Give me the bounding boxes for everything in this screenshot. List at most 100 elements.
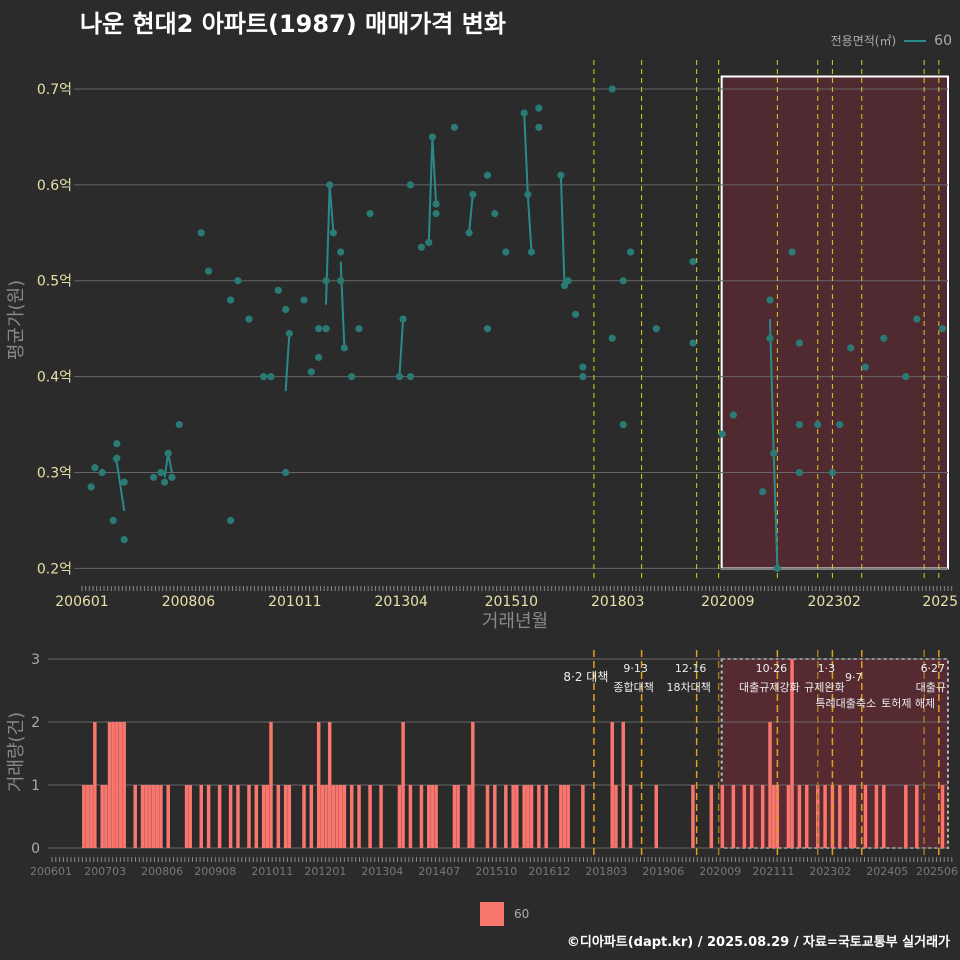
price-point — [608, 334, 616, 342]
price-point — [465, 229, 473, 237]
footer-credit: ©디아파트(dapt.kr) / 2025.08.29 / 자료=국토교통부 실… — [566, 935, 950, 950]
volume-bar — [471, 722, 475, 848]
volume-bar — [904, 785, 908, 848]
x-tick-label: 200601 — [55, 594, 108, 610]
y-tick-label: 0.5억 — [37, 274, 72, 290]
volume-bar — [206, 785, 211, 848]
x-tick-label-volume: 201011 — [251, 865, 293, 878]
price-point — [227, 296, 235, 304]
event-date-label: 1·3 — [818, 662, 836, 675]
price-point — [315, 353, 323, 362]
event-date-label: 6·27 — [921, 662, 946, 675]
y-tick-label: 0.7억 — [37, 82, 72, 98]
y-tick-label-volume: 1 — [31, 778, 40, 794]
price-point — [502, 248, 510, 256]
volume-bar — [287, 785, 292, 848]
price-line-segment — [523, 112, 533, 253]
legend-top: 전용면적(㎡) 60 — [831, 32, 952, 49]
volume-bar — [849, 785, 853, 848]
x-tick-label-volume: 200601 — [30, 865, 72, 878]
volume-bar — [731, 785, 736, 848]
x-tick-label-volume: 201612 — [528, 865, 570, 878]
volume-bar — [522, 785, 526, 848]
highlight-period-volume — [720, 658, 950, 849]
y-tick-label: 0.4억 — [37, 370, 72, 386]
volume-bar — [118, 722, 123, 848]
volume-bar — [188, 785, 192, 848]
x-tick-label: 202009 — [701, 594, 754, 610]
volume-bar — [852, 785, 857, 848]
price-point — [307, 368, 315, 376]
price-point — [406, 181, 415, 189]
price-line-segment — [559, 175, 569, 289]
price-point — [770, 449, 778, 457]
event-date-label: 12·16 — [675, 662, 707, 675]
volume-bar — [709, 785, 714, 848]
x-tick-label: 201011 — [268, 594, 321, 610]
x-tick-label-volume: 201510 — [475, 865, 517, 878]
price-point — [260, 373, 268, 381]
price-point — [828, 468, 837, 477]
price-point — [274, 286, 282, 294]
x-tick-label: 201304 — [375, 594, 429, 610]
price-point — [766, 334, 774, 342]
price-point — [157, 468, 165, 477]
volume-bar — [628, 785, 633, 848]
y-tick-label: 0.2억 — [37, 561, 72, 577]
price-point — [282, 468, 290, 477]
price-point — [718, 430, 726, 438]
volume-bar — [691, 785, 695, 848]
volume-bar — [254, 785, 259, 848]
volume-bar — [327, 722, 332, 848]
volume-bar — [159, 785, 163, 848]
x-tick-label-volume: 201304 — [361, 865, 403, 878]
price-point — [788, 248, 796, 256]
volume-bar — [408, 785, 413, 848]
price-point — [795, 420, 803, 429]
price-line-segment — [284, 333, 291, 392]
x-tick-label-volume: 200908 — [194, 865, 236, 878]
price-point — [729, 411, 737, 419]
price-point — [329, 229, 337, 237]
volume-bar — [874, 785, 879, 848]
x-tick-label-volume: 202405 — [866, 865, 908, 878]
volume-bar — [184, 785, 189, 848]
price-point — [564, 277, 572, 285]
price-point — [432, 210, 440, 218]
price-point — [520, 109, 528, 117]
volume-bar — [100, 785, 104, 848]
price-point — [322, 277, 330, 285]
volume-bar — [742, 785, 747, 848]
price-point — [234, 277, 242, 285]
price-point — [348, 373, 356, 381]
price-point — [902, 373, 910, 381]
volume-bar — [316, 722, 321, 848]
volume-bar — [265, 785, 270, 848]
price-point — [880, 334, 888, 342]
volume-bar — [133, 785, 137, 848]
highlight-period — [720, 75, 950, 570]
price-point — [861, 363, 870, 371]
price-point — [450, 123, 459, 131]
price-point — [535, 123, 543, 131]
price-point — [120, 536, 128, 544]
volume-bar — [122, 722, 126, 848]
price-line-segment — [325, 184, 335, 305]
x-tick-label-volume: 200806 — [141, 865, 183, 878]
price-point — [355, 325, 363, 333]
price-point — [847, 344, 855, 352]
price-point — [315, 325, 323, 333]
volume-bar — [786, 785, 791, 848]
y-axis-title: 평균가(원) — [6, 280, 27, 360]
y-tick-label-volume: 2 — [31, 715, 40, 731]
volume-bar — [228, 785, 233, 848]
volume-bar — [544, 785, 548, 848]
event-label-secondary: 토허제 해제 — [881, 696, 935, 710]
volume-bar — [283, 785, 288, 848]
x-tick-label-volume: 201906 — [642, 865, 684, 878]
price-point — [197, 229, 205, 237]
price-line-segment — [398, 319, 405, 377]
volume-bar — [511, 785, 515, 848]
price-point — [326, 181, 334, 189]
